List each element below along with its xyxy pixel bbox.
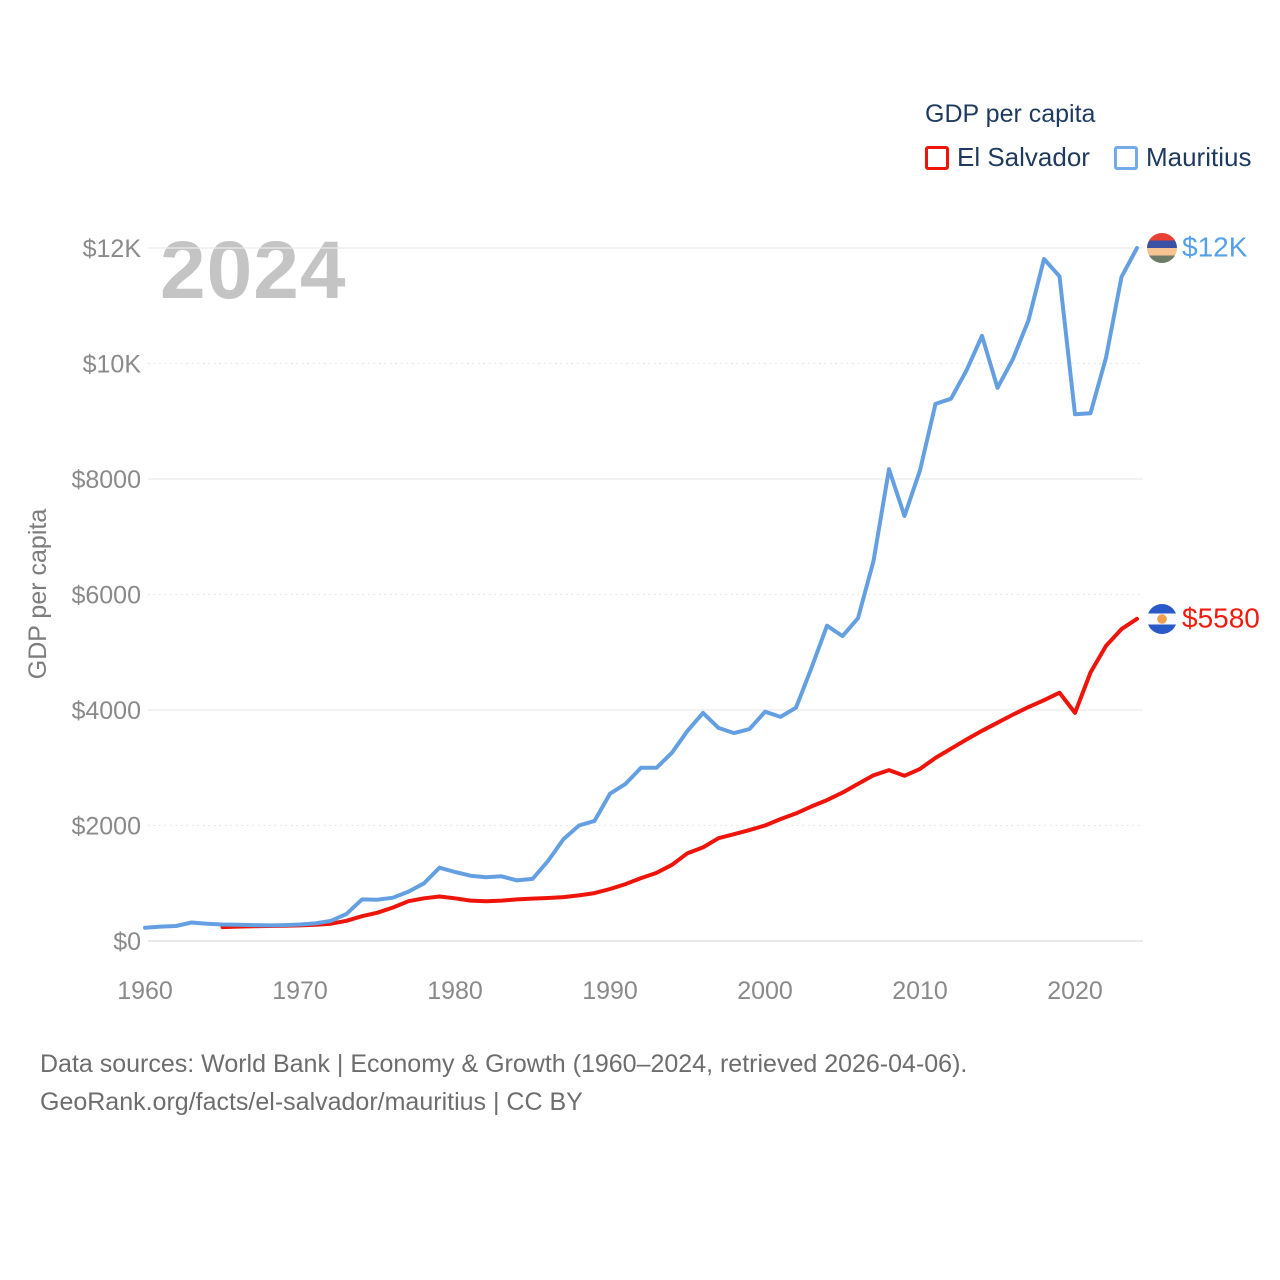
x-tick-label-1990: 1990	[582, 977, 638, 1005]
georank-attribution-link[interactable]: GeoRank.org/facts/el-salvador/mauritius …	[40, 1088, 583, 1116]
legend-item-mauritius[interactable]: Mauritius	[1113, 142, 1252, 173]
el-salvador-swatch-icon	[925, 145, 949, 170]
mauritius-flag-icon	[1147, 233, 1177, 263]
legend-label-el-salvador: El Salvador	[957, 142, 1090, 172]
series-line-mauritius[interactable]	[143, 246, 1139, 930]
legend-label-mauritius: Mauritius	[1145, 142, 1252, 172]
year-watermark: 2024	[160, 225, 347, 316]
legend-row: El Salvador Mauritius	[925, 142, 1251, 173]
x-tick-label-2020: 2020	[1047, 977, 1103, 1005]
x-tick-label-2010: 2010	[892, 977, 948, 1005]
x-tick-label-1960: 1960	[117, 977, 173, 1005]
legend-title: GDP per capita	[925, 100, 1096, 128]
y-tick-label-6000: $6000	[71, 582, 141, 610]
mauritius-swatch-icon	[1113, 145, 1138, 170]
data-sources-text: Data sources: World Bank | Economy & Gro…	[40, 1050, 968, 1078]
y-axis-title: GDP per capita	[24, 509, 52, 680]
y-tick-label-8000: $8000	[71, 466, 141, 494]
y-tick-label-2000: $2000	[71, 813, 141, 841]
legend: GDP per capita El Salvador Mauritius	[925, 100, 1251, 173]
el-salvador-flag-icon	[1147, 603, 1177, 634]
x-tick-label-2000: 2000	[737, 977, 793, 1005]
mauritius-end-value-label: $12K	[1182, 231, 1248, 263]
y-tick-label-4000: $4000	[71, 697, 141, 725]
legend-item-el-salvador[interactable]: El Salvador	[925, 142, 1090, 173]
series-line-el-salvador[interactable]	[220, 616, 1139, 930]
y-tick-label-10000: $10K	[83, 351, 142, 379]
x-tick-label-1980: 1980	[427, 977, 483, 1005]
y-tick-label-0: $0	[113, 928, 141, 956]
el-salvador-end-value-label: $5580	[1182, 602, 1260, 634]
x-tick-label-1970: 1970	[272, 977, 328, 1005]
footer: Data sources: World Bank | Economy & Gro…	[40, 1045, 967, 1121]
y-tick-label-12000: $12K	[83, 235, 142, 263]
